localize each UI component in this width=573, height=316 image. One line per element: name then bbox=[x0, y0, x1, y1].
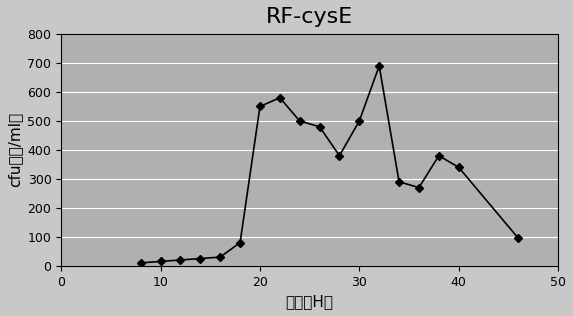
X-axis label: 时间（H）: 时间（H） bbox=[285, 294, 333, 309]
Title: RF-cysE: RF-cysE bbox=[266, 7, 354, 27]
Y-axis label: cfu（亿/ml）: cfu（亿/ml） bbox=[7, 112, 22, 187]
